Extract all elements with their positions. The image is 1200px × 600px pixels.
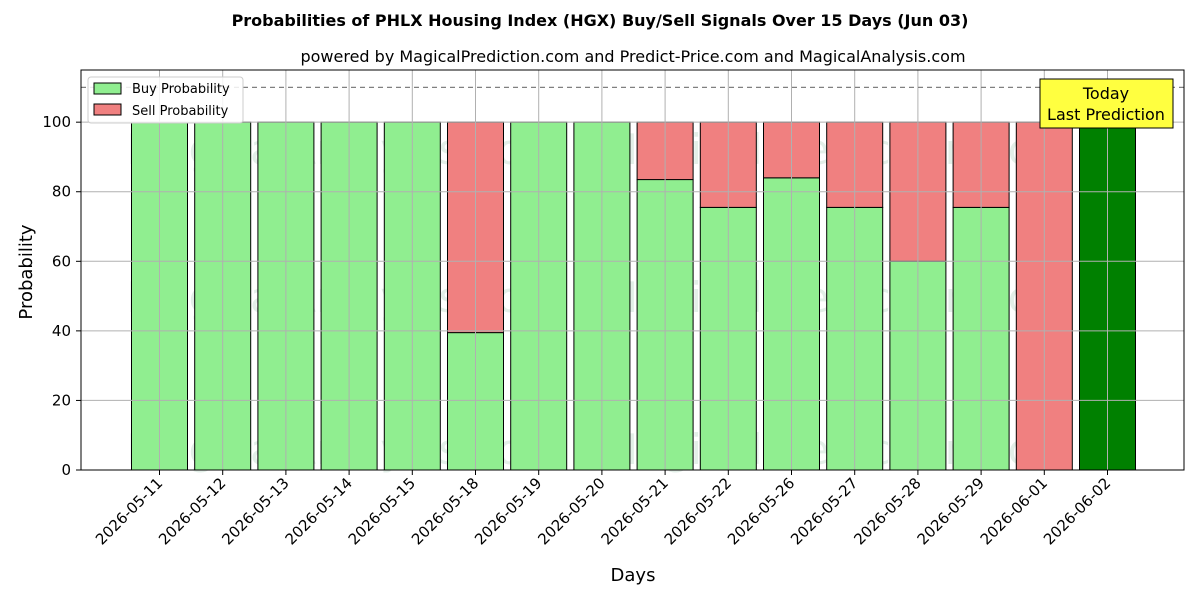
x-tick-label: 2026-05-14 xyxy=(282,474,356,548)
x-tick-label: 2026-05-12 xyxy=(155,474,229,548)
x-tick-label: 2026-05-26 xyxy=(724,474,798,548)
annotation-line-1: Today xyxy=(1082,84,1129,103)
x-tick-label: 2026-05-27 xyxy=(787,474,861,548)
legend-swatch-sell xyxy=(93,103,122,116)
annotation-line-2: Last Prediction xyxy=(1047,105,1165,124)
y-tick-label: 100 xyxy=(42,113,71,131)
x-tick-label: 2026-05-20 xyxy=(534,474,608,548)
x-tick-label: 2026-05-19 xyxy=(471,474,545,548)
x-tick-label: 2026-06-02 xyxy=(1040,474,1114,548)
y-tick-label: 0 xyxy=(61,461,71,479)
x-axis-label: Days xyxy=(611,565,656,586)
y-tick-label: 80 xyxy=(52,183,71,201)
x-tick-label: 2026-05-18 xyxy=(408,474,482,548)
chart-subtitle: powered by MagicalPrediction.com and Pre… xyxy=(300,47,965,66)
x-tick-label: 2026-05-29 xyxy=(914,474,988,548)
x-tick-label: 2026-05-22 xyxy=(661,474,735,548)
x-tick-label: 2026-05-21 xyxy=(598,474,672,548)
legend-swatch-buy xyxy=(93,82,122,95)
x-tick-label: 2026-05-11 xyxy=(92,474,166,548)
y-tick-label: 40 xyxy=(52,322,71,340)
x-tick-label: 2026-06-01 xyxy=(977,474,1051,548)
chart-title: Probabilities of PHLX Housing Index (HGX… xyxy=(232,11,969,30)
legend-label-buy: Buy Probability xyxy=(132,82,230,97)
x-tick-label: 2026-05-28 xyxy=(850,474,924,548)
legend-label-sell: Sell Probability xyxy=(132,104,229,119)
y-tick-label: 20 xyxy=(52,391,71,409)
plot-frame xyxy=(80,69,1185,471)
y-tick-label: 60 xyxy=(52,252,71,270)
legend-box xyxy=(87,76,244,124)
x-tick-label: 2026-05-13 xyxy=(218,474,292,548)
x-tick-label: 2026-05-15 xyxy=(345,474,419,548)
annotation-box xyxy=(1039,78,1174,129)
y-axis-label: Probability xyxy=(16,224,37,319)
